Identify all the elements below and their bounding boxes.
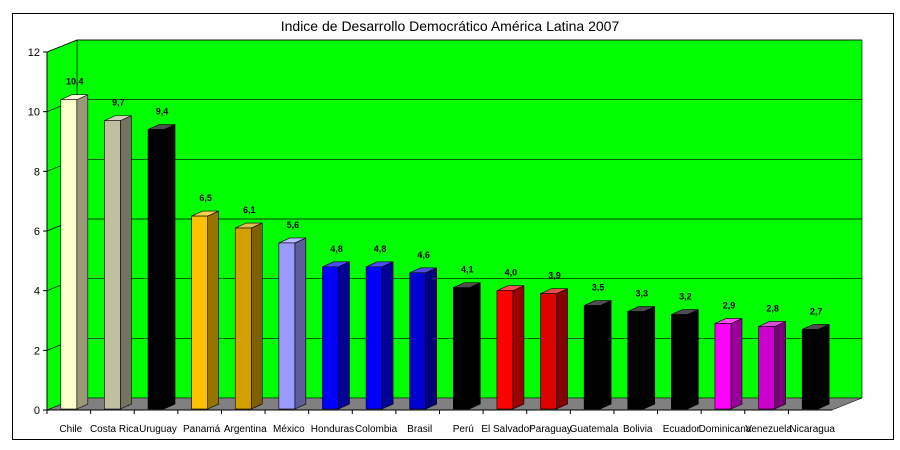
x-tick-label: Costa Rica xyxy=(90,424,139,435)
bar xyxy=(584,306,600,409)
data-label: 4,6 xyxy=(417,250,430,260)
bar xyxy=(61,100,77,409)
bar xyxy=(671,315,687,409)
bar xyxy=(759,326,775,409)
x-tick-label: Perú xyxy=(453,424,474,435)
bar-side xyxy=(251,223,262,409)
x-tick-label: Argentina xyxy=(224,424,267,435)
data-label: 2,7 xyxy=(810,306,823,316)
bar-side xyxy=(513,286,524,409)
y-tick-label: 10 xyxy=(28,107,40,119)
data-label: 4,0 xyxy=(505,268,518,278)
x-tick-label: Venezuela xyxy=(745,424,792,435)
y-tick-label: 6 xyxy=(34,226,40,238)
data-label: 3,9 xyxy=(548,271,561,281)
x-tick-label: Bolivia xyxy=(623,424,653,435)
bar-side xyxy=(469,283,480,409)
data-label: 3,3 xyxy=(635,289,648,299)
data-label: 9,7 xyxy=(112,98,125,108)
y-tick-label: 2 xyxy=(34,345,40,357)
bar-side xyxy=(731,318,742,409)
bar-side xyxy=(164,125,175,409)
x-tick-label: Colombia xyxy=(355,424,398,435)
bar-side xyxy=(644,307,655,409)
bar-side xyxy=(77,95,88,409)
data-label: 2,8 xyxy=(766,303,779,313)
x-tick-label: Uruguay xyxy=(139,424,177,435)
x-tick-label: Honduras xyxy=(311,424,354,435)
x-tick-label: Ecuador xyxy=(663,424,701,435)
bar xyxy=(715,323,731,409)
y-tick-label: 4 xyxy=(34,286,40,298)
bar xyxy=(410,273,426,409)
x-tick-label: Dominicana xyxy=(699,424,752,435)
bar xyxy=(541,294,557,409)
x-tick-label: México xyxy=(273,424,305,435)
bar-side xyxy=(382,262,393,409)
x-tick-label: Panamá xyxy=(183,424,221,435)
bar xyxy=(628,312,644,409)
bar-side xyxy=(600,301,611,409)
bar xyxy=(322,267,338,409)
chart-title: Indice de Desarrollo Democrático América… xyxy=(0,18,900,34)
data-label: 4,8 xyxy=(330,244,343,254)
bar-side xyxy=(338,262,349,409)
bar-side xyxy=(295,238,306,409)
data-label: 9,4 xyxy=(156,107,169,117)
bar-side xyxy=(818,324,829,409)
bar-side xyxy=(426,268,437,409)
y-tick-label: 0 xyxy=(34,405,40,417)
bar xyxy=(279,243,295,409)
bar xyxy=(148,130,164,409)
bar xyxy=(802,329,818,409)
y-tick-label: 8 xyxy=(34,166,40,178)
x-tick-label: Nicaragua xyxy=(789,424,835,435)
bar-side xyxy=(775,321,786,409)
bar xyxy=(366,267,382,409)
data-label: 4,1 xyxy=(461,265,474,275)
bar-side xyxy=(208,211,219,409)
data-label: 3,2 xyxy=(679,292,692,302)
data-label: 10,4 xyxy=(66,77,84,87)
data-label: 5,6 xyxy=(287,220,300,230)
x-tick-label: El Salvador xyxy=(481,424,533,435)
data-label: 4,8 xyxy=(374,244,387,254)
y-tick-label: 12 xyxy=(28,47,40,59)
data-label: 2,9 xyxy=(723,300,736,310)
data-label: 6,5 xyxy=(199,193,212,203)
bar xyxy=(235,228,251,409)
x-tick-label: Paraguay xyxy=(529,424,572,435)
bar xyxy=(497,291,513,409)
bar-side xyxy=(120,116,131,409)
bar-side xyxy=(687,310,698,409)
bar-side xyxy=(557,289,568,409)
x-tick-label: Chile xyxy=(59,424,82,435)
data-label: 3,5 xyxy=(592,283,605,293)
x-tick-label: Brasil xyxy=(407,424,432,435)
x-tick-label: Guatemala xyxy=(570,424,619,435)
bar xyxy=(192,216,208,409)
bar xyxy=(453,288,469,409)
bar xyxy=(104,121,120,409)
data-label: 6,1 xyxy=(243,205,256,215)
